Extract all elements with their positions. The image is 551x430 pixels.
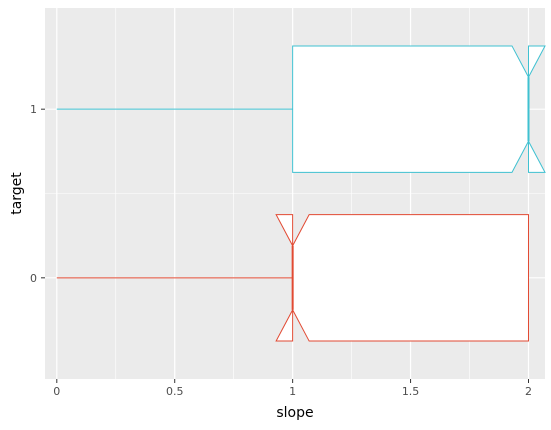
- x-tick-label: 1.5: [402, 385, 420, 398]
- x-tick-label: 2: [525, 385, 532, 398]
- y-axis-title: target: [9, 172, 25, 215]
- box-target-1: [56, 45, 546, 173]
- box-body: [292, 45, 546, 173]
- x-tick-label: 0.5: [166, 385, 184, 398]
- x-axis: 0 0.5 1 1.5 2: [53, 379, 532, 398]
- y-tick-label: 0: [30, 272, 37, 285]
- box-body: [275, 214, 529, 342]
- y-axis: 01: [30, 103, 45, 285]
- x-axis-title: slope: [276, 405, 313, 421]
- x-tick-label: 0: [53, 385, 60, 398]
- box-target-0: [56, 214, 529, 342]
- x-tick-label: 1: [289, 385, 296, 398]
- boxes: [56, 45, 546, 342]
- y-tick-label: 1: [30, 103, 37, 116]
